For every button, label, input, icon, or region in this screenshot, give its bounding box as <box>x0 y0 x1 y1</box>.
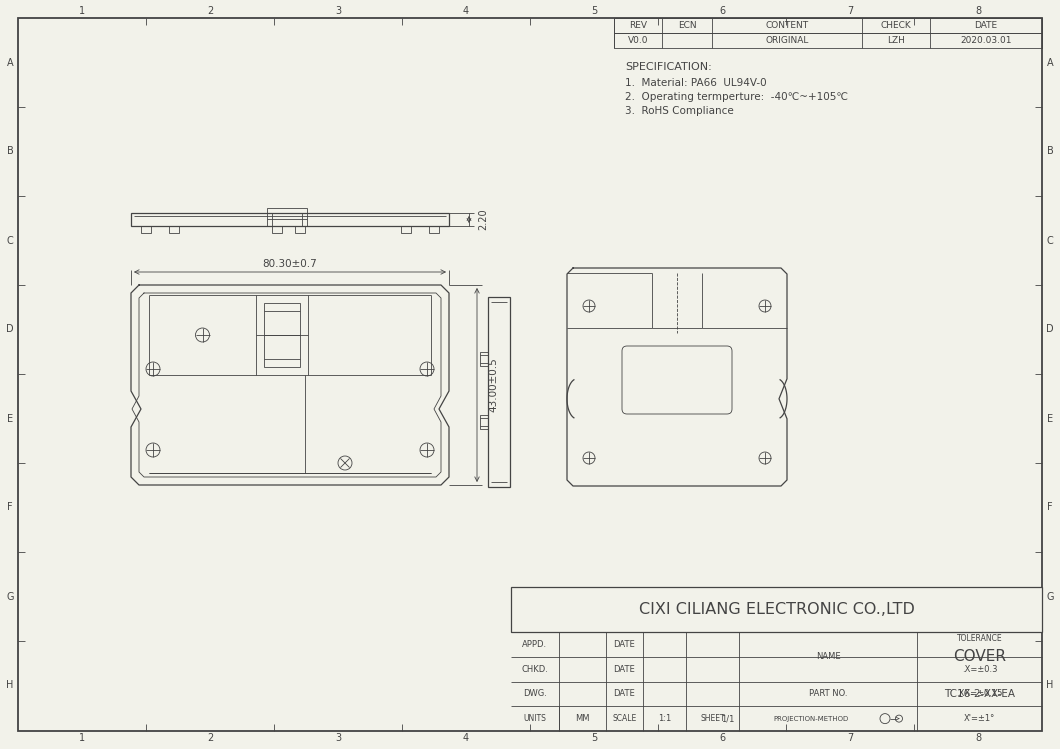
Text: LZH: LZH <box>887 36 905 45</box>
Text: 2.20: 2.20 <box>478 209 488 230</box>
Bar <box>267 208 307 226</box>
Text: DATE: DATE <box>614 640 635 649</box>
Text: NAME: NAME <box>816 652 841 661</box>
Text: 7: 7 <box>847 6 853 16</box>
Text: 3: 3 <box>335 6 341 16</box>
Text: DATE: DATE <box>614 689 635 698</box>
Text: B: B <box>6 147 14 157</box>
Text: COVER: COVER <box>953 649 1006 664</box>
Text: ORIGINAL: ORIGINAL <box>765 36 809 45</box>
Text: 5: 5 <box>590 6 597 16</box>
Text: 1/1: 1/1 <box>721 714 735 723</box>
Text: 1: 1 <box>78 733 85 743</box>
Text: X'=±1°: X'=±1° <box>964 714 995 723</box>
Text: H: H <box>1046 681 1054 691</box>
Text: B: B <box>1046 147 1054 157</box>
Text: 3: 3 <box>335 733 341 743</box>
Bar <box>614 33 1042 48</box>
Text: APPD.: APPD. <box>523 640 548 649</box>
Text: C: C <box>6 235 14 246</box>
Text: DWG.: DWG. <box>523 689 547 698</box>
Text: ECN: ECN <box>677 21 696 30</box>
Text: 8: 8 <box>975 733 982 743</box>
Text: D: D <box>1046 324 1054 335</box>
Text: 2.  Operating termperture:  -40℃~+105℃: 2. Operating termperture: -40℃~+105℃ <box>625 92 848 102</box>
Text: A: A <box>1046 58 1054 67</box>
Text: .XX=±0.15: .XX=±0.15 <box>956 689 1003 698</box>
Text: 1.  Material: PA66  UL94V-0: 1. Material: PA66 UL94V-0 <box>625 78 766 88</box>
Text: 43.00±0.5: 43.00±0.5 <box>488 357 498 413</box>
Bar <box>401 226 411 233</box>
Bar <box>169 226 179 233</box>
Bar <box>141 226 151 233</box>
Text: MM: MM <box>576 714 589 723</box>
Text: UNITS: UNITS <box>524 714 547 723</box>
Text: 2: 2 <box>207 733 213 743</box>
Text: .X=±0.3: .X=±0.3 <box>961 664 997 673</box>
Text: V0.0: V0.0 <box>628 36 649 45</box>
Text: E: E <box>1047 413 1053 423</box>
Text: 2020.03.01: 2020.03.01 <box>960 36 1011 45</box>
Text: G: G <box>1046 592 1054 601</box>
Text: 1: 1 <box>78 6 85 16</box>
Bar <box>264 303 300 367</box>
Text: 3.  RoHS Compliance: 3. RoHS Compliance <box>625 106 734 116</box>
Text: SPECIFICATION:: SPECIFICATION: <box>625 62 711 72</box>
Bar <box>488 297 510 487</box>
Text: TOLERANCE: TOLERANCE <box>957 634 1003 643</box>
Bar <box>295 226 305 233</box>
Text: CHKD.: CHKD. <box>522 664 548 673</box>
Text: 4: 4 <box>463 733 470 743</box>
Text: PROJECTION-METHOD: PROJECTION-METHOD <box>773 715 848 721</box>
Bar <box>272 226 282 233</box>
Text: TC16-2-XX-EA: TC16-2-XX-EA <box>944 689 1015 699</box>
Bar <box>614 18 1042 33</box>
Text: 7: 7 <box>847 733 853 743</box>
Bar <box>429 226 439 233</box>
Text: C: C <box>1046 235 1054 246</box>
Text: F: F <box>1047 503 1053 512</box>
Bar <box>511 587 1042 632</box>
Text: SCALE: SCALE <box>613 714 637 723</box>
Text: CONTENT: CONTENT <box>765 21 809 30</box>
Text: REV: REV <box>629 21 647 30</box>
Text: PART NO.: PART NO. <box>809 689 847 698</box>
Text: 6: 6 <box>719 733 725 743</box>
Text: 8: 8 <box>975 6 982 16</box>
Text: 80.30±0.7: 80.30±0.7 <box>263 259 317 269</box>
Text: A: A <box>6 58 14 67</box>
Text: 4: 4 <box>463 6 470 16</box>
Text: SHEET: SHEET <box>701 714 725 723</box>
Text: 6: 6 <box>719 6 725 16</box>
Text: 5: 5 <box>590 733 597 743</box>
Text: CIXI CILIANG ELECTRONIC CO.,LTD: CIXI CILIANG ELECTRONIC CO.,LTD <box>638 602 915 617</box>
Text: 1:1: 1:1 <box>658 714 671 723</box>
Text: H: H <box>6 681 14 691</box>
Text: D: D <box>6 324 14 335</box>
Text: CHECK: CHECK <box>881 21 912 30</box>
Bar <box>480 415 488 429</box>
Bar <box>480 352 488 366</box>
Text: 2: 2 <box>207 6 213 16</box>
Bar <box>131 213 449 226</box>
Text: E: E <box>7 413 13 423</box>
Text: DATE: DATE <box>614 664 635 673</box>
Text: DATE: DATE <box>974 21 997 30</box>
Text: F: F <box>7 503 13 512</box>
Text: G: G <box>6 592 14 601</box>
